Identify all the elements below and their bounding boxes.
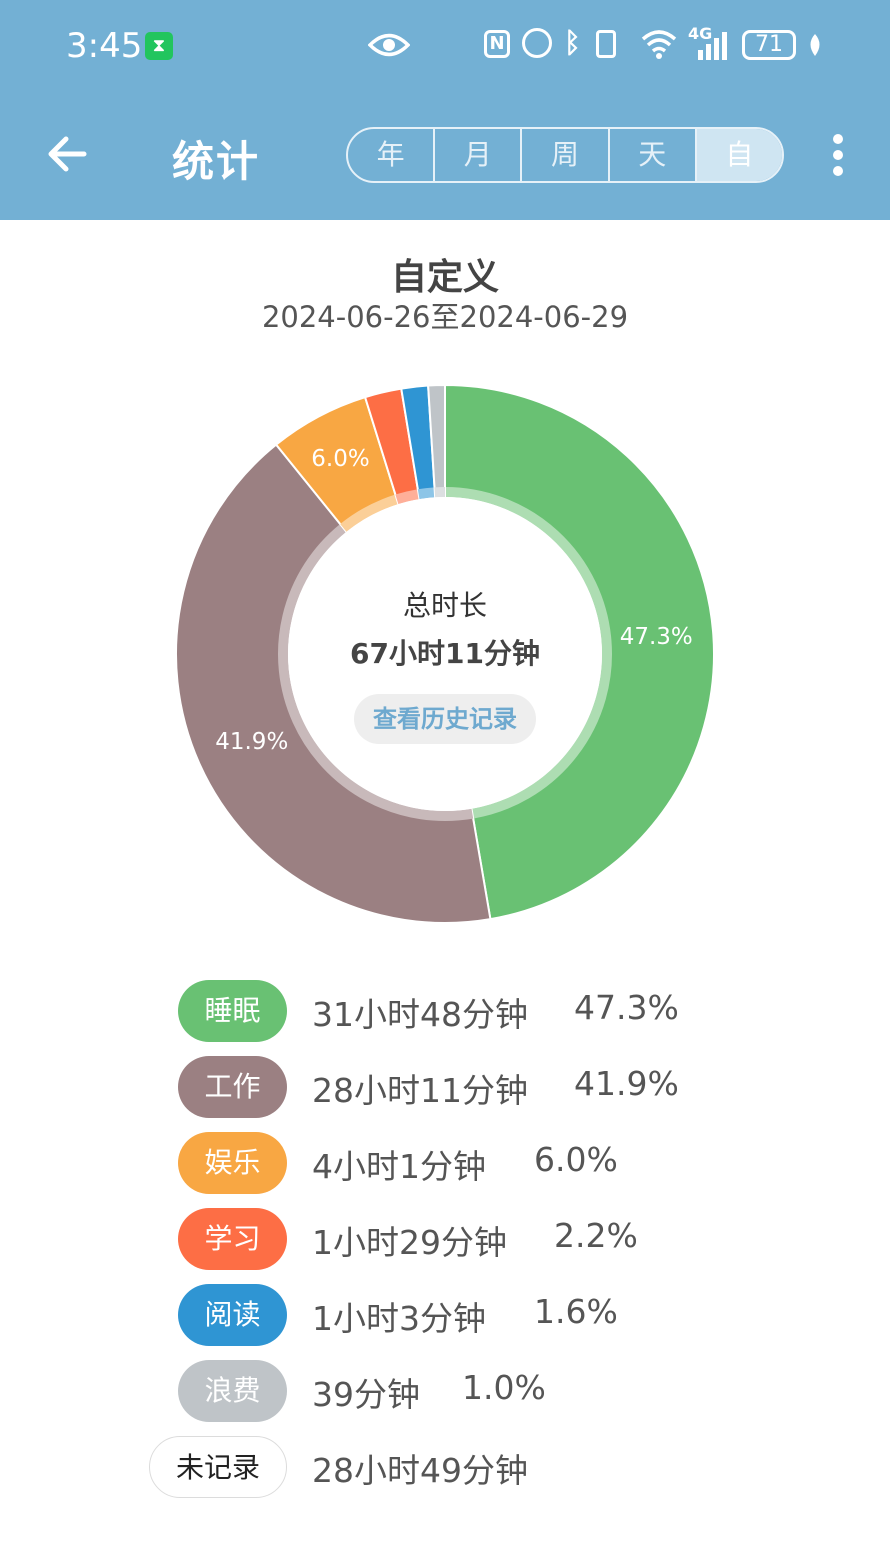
- legend-category-pill: 学习: [178, 1208, 287, 1270]
- view-history-button[interactable]: 查看历史记录: [354, 694, 536, 744]
- donut-slice-label-1: 41.9%: [215, 729, 288, 755]
- legend-category-pill: 工作: [178, 1056, 287, 1118]
- status-time: 3:45: [66, 26, 143, 66]
- legend-row[interactable]: 阅读 1小时3分钟 1.6%: [0, 1284, 890, 1348]
- eye-icon: [368, 33, 410, 57]
- legend-row[interactable]: 浪费 39分钟 1.0%: [0, 1360, 890, 1424]
- donut-inner-ring-2: [340, 494, 399, 532]
- legend-row[interactable]: 未记录 28小时49分钟: [0, 1436, 890, 1500]
- legend-duration: 1小时3分钟: [312, 1299, 486, 1338]
- segment-year[interactable]: 年: [348, 129, 436, 181]
- nfc-icon: N: [484, 30, 510, 58]
- legend-category-pill: 浪费: [178, 1360, 287, 1422]
- legend-row[interactable]: 工作 28小时11分钟 41.9%: [0, 1056, 890, 1120]
- wifi-icon: [641, 30, 677, 59]
- hourglass-icon: ⧗: [145, 32, 173, 60]
- report-title: 自定义: [390, 257, 499, 298]
- legend-duration: 28小时11分钟: [312, 1071, 528, 1110]
- legend-duration: 1小时29分钟: [312, 1223, 507, 1262]
- page-title: 统计: [172, 137, 261, 186]
- legend-percent: 41.9%: [574, 1064, 679, 1103]
- legend-category-pill: 未记录: [149, 1436, 287, 1498]
- segment-week[interactable]: 周: [522, 129, 610, 181]
- alarm-icon: [522, 28, 552, 58]
- total-duration-value: 67小时11分钟: [350, 637, 540, 670]
- signal-icon: [698, 32, 727, 60]
- donut-slice-label-2: 6.0%: [311, 446, 369, 472]
- donut-slice-label-0: 47.3%: [620, 624, 693, 650]
- legend-duration: 28小时49分钟: [312, 1451, 528, 1490]
- donut-inner-ring-1: [278, 524, 474, 821]
- legend-percent: 1.0%: [462, 1368, 546, 1407]
- app-bar: 统计 年 月 周 天 自: [0, 100, 890, 210]
- status-bar: 3:45 ⧗ N ᛒ 4G 71: [0, 0, 890, 90]
- legend-duration: 31小时48分钟: [312, 995, 528, 1034]
- legend-row[interactable]: 娱乐 4小时1分钟 6.0%: [0, 1132, 890, 1196]
- battery-icon: 71: [742, 30, 796, 60]
- legend-row[interactable]: 睡眠 31小时48分钟 47.3%: [0, 980, 890, 1044]
- segment-month[interactable]: 月: [435, 129, 523, 181]
- legend-category-pill: 睡眠: [178, 980, 287, 1042]
- legend-duration: 4小时1分钟: [312, 1147, 486, 1186]
- legend-percent: 6.0%: [534, 1140, 618, 1179]
- donut-inner-ring-0: [444, 487, 612, 819]
- segment-day[interactable]: 天: [610, 129, 697, 181]
- legend-percent: 2.2%: [554, 1216, 638, 1255]
- segment-custom[interactable]: 自: [696, 129, 782, 181]
- network-label: 4G: [688, 24, 713, 43]
- legend-row[interactable]: 学习 1小时29分钟 2.2%: [0, 1208, 890, 1272]
- vibrate-icon: [596, 30, 616, 58]
- legend-percent: 47.3%: [574, 988, 679, 1027]
- battery-level: 71: [755, 32, 783, 57]
- donut-inner-ring-4: [417, 487, 436, 500]
- leaf-icon: [810, 34, 820, 56]
- legend-percent: 1.6%: [534, 1292, 618, 1331]
- bluetooth-icon: ᛒ: [564, 26, 581, 59]
- back-arrow-icon[interactable]: [44, 130, 92, 178]
- total-duration-label: 总时长: [402, 589, 487, 622]
- top-bar: 3:45 ⧗ N ᛒ 4G 71: [0, 0, 890, 220]
- system-icons: N ᛒ 4G: [484, 24, 824, 64]
- legend-category-pill: 阅读: [178, 1284, 287, 1346]
- more-options-icon[interactable]: [830, 134, 846, 178]
- donut-inner-ring-3: [395, 489, 420, 505]
- date-range: 2024-06-26至2024-06-29: [261, 300, 629, 334]
- legend-category-pill: 娱乐: [178, 1132, 287, 1194]
- period-segmented-control: 年 月 周 天 自: [346, 127, 784, 183]
- legend-duration: 39分钟: [312, 1375, 420, 1414]
